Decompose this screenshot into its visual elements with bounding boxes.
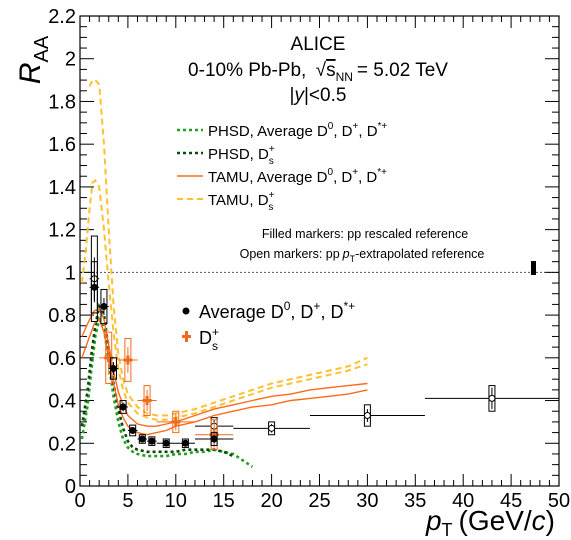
- y-tick-label: 1.6: [48, 134, 76, 156]
- data-point-cross: [104, 353, 114, 363]
- x-tick-label: 45: [500, 490, 522, 512]
- data-point-open: [363, 412, 371, 419]
- energy-sub: NN: [336, 70, 353, 84]
- data-point: [162, 439, 170, 447]
- data-point-open: [488, 394, 496, 402]
- x-tick-label: 5: [122, 490, 133, 512]
- rapidity-label: |y|<0.5: [290, 85, 347, 106]
- legend-label-phsd-average: PHSD, Average D0, D+, D*+: [208, 121, 387, 140]
- y-tick-label: 1.8: [48, 91, 76, 113]
- y-axis: 0 0.2 0.4 0.6 0.8 1 1.2 1.4 1.6 1.8 2 2.2: [48, 6, 559, 498]
- x-tick-label: 15: [213, 490, 235, 512]
- data-point: [110, 365, 118, 372]
- y-tick-label: 1.4: [48, 177, 76, 199]
- x-tick-label: 40: [452, 490, 474, 512]
- system-label: 0-10% Pb-Pb, √sNN = 5.02 TeV: [188, 60, 448, 84]
- x-axis-title-close: ): [546, 505, 555, 536]
- x-tick-label: 20: [260, 490, 282, 512]
- x-tick-label: 10: [165, 490, 187, 512]
- y-axis-title-main: R: [14, 63, 47, 85]
- legend-label-phsd-ds: PHSD, D+ s: [208, 144, 275, 167]
- x-tick-label: 35: [404, 490, 426, 512]
- data-point-cross: [142, 396, 152, 406]
- model-curve-tamu-ds-lower: [80, 179, 368, 421]
- rapidity-y: y: [292, 85, 305, 106]
- energy-s: s: [326, 60, 336, 81]
- x-tick-label: 0: [74, 490, 85, 512]
- y-tick-label: 0.2: [48, 433, 76, 455]
- y-tick-label: 1.2: [48, 220, 76, 242]
- data-point: [148, 437, 156, 445]
- model-legend: PHSD, Average D0, D+, D*+ PHSD, D+ s TAMU…: [177, 121, 387, 213]
- data-point-cross: [123, 355, 133, 365]
- y-tick-label: 0.8: [48, 305, 76, 327]
- model-curve-phsd-ds: [80, 302, 234, 458]
- data-point: [119, 403, 127, 411]
- rapidity-bar-left: |: [290, 85, 295, 106]
- data-point: [129, 426, 137, 434]
- energy-value: = 5.02 TeV: [357, 60, 448, 81]
- experiment-label: ALICE: [291, 34, 346, 55]
- energy-root: √: [316, 60, 327, 81]
- x-tick-label: 50: [548, 490, 570, 512]
- data-point: [100, 303, 108, 311]
- x-axis-title-units: (GeV/: [459, 505, 532, 536]
- y-tick-label: 2: [65, 49, 76, 71]
- y-axis-title-sub: AA: [31, 35, 53, 62]
- legend-marker-average: [182, 307, 190, 315]
- data-legend: Average D0, D+, D*+ D+ s: [182, 299, 355, 353]
- y-tick-label: 0.4: [48, 391, 76, 413]
- data-point-open: [268, 424, 276, 432]
- rapidity-bar-right: |: [304, 85, 309, 106]
- y-axis-title: RAA: [14, 35, 53, 84]
- legend-marker-ds: [182, 331, 191, 342]
- data-point: [210, 435, 218, 443]
- y-tick-label: 2.2: [48, 6, 76, 28]
- legend-label-tamu-average: TAMU, Average D0, D+, D*+: [208, 167, 387, 186]
- data-point: [90, 283, 98, 291]
- note-open-markers: Open markers: pp pT-extrapolated referenc…: [240, 247, 485, 264]
- model-curve-tamu-ds-upper: [88, 79, 368, 417]
- x-tick-label: 30: [356, 490, 378, 512]
- data-point: [181, 439, 189, 447]
- x-tick-label: 25: [308, 490, 330, 512]
- x-axis: 0 5 10 15 20 25 30 35 40 45 50: [74, 16, 570, 512]
- system-label-text: 0-10% Pb-Pb,: [188, 60, 306, 81]
- normalization-box: [531, 261, 536, 275]
- data-point-cross: [171, 417, 181, 427]
- y-tick-label: 1: [65, 262, 76, 284]
- model-curve-tamu-average-lower: [81, 318, 368, 436]
- rapidity-value: <0.5: [309, 85, 347, 106]
- data-points: [89, 235, 559, 451]
- note-filled-markers: Filled markers: pp rescaled reference: [262, 227, 468, 241]
- x-axis-title-c: c: [532, 505, 546, 536]
- y-tick-label: 0: [65, 476, 76, 498]
- x-axis-title-p: p: [425, 505, 442, 536]
- model-curve-tamu-average-upper: [81, 307, 368, 427]
- y-tick-label: 0.6: [48, 348, 76, 370]
- legend-label-tamu-ds: TAMU, D+ s: [208, 190, 275, 213]
- legend-label-ds: D+ s: [199, 325, 219, 353]
- legend-label-average-d: Average D0, D+, D*+: [199, 299, 355, 322]
- x-axis-title: pT (GeV/c): [425, 505, 555, 540]
- x-axis-title-sub: T: [442, 520, 453, 540]
- data-point: [138, 435, 146, 443]
